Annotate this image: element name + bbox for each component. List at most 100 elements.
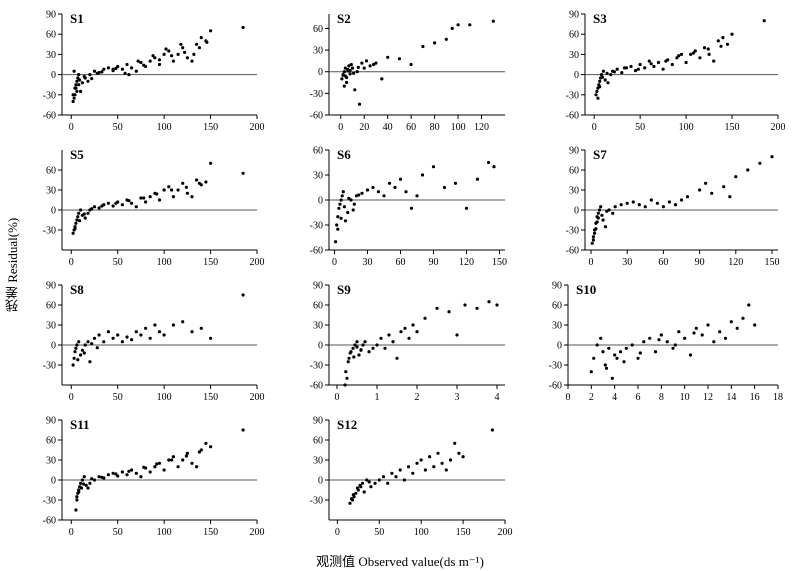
data-point <box>591 235 596 239</box>
data-point <box>181 46 185 50</box>
data-point <box>342 84 346 88</box>
y-tick-label: 30 <box>569 50 579 61</box>
data-point <box>457 451 461 455</box>
data-point <box>343 383 347 387</box>
data-point <box>350 497 354 501</box>
data-point <box>597 208 602 212</box>
data-point <box>142 465 146 469</box>
data-point <box>360 481 365 485</box>
data-point <box>402 478 406 482</box>
data-point <box>82 75 86 79</box>
data-point <box>365 478 369 482</box>
data-point <box>80 348 84 352</box>
y-tick-label: 60 <box>313 146 323 157</box>
panel-title: S12 <box>337 417 357 432</box>
data-point <box>170 458 174 462</box>
data-point <box>197 181 201 185</box>
data-point <box>746 168 750 172</box>
data-point <box>351 208 355 212</box>
data-point <box>97 206 101 210</box>
data-point <box>387 333 391 337</box>
data-point <box>622 66 627 70</box>
y-tick-label: -30 <box>310 89 323 100</box>
data-point <box>368 64 372 68</box>
y-tick-label: 60 <box>46 436 56 447</box>
data-point <box>607 208 611 212</box>
data-point <box>611 211 615 215</box>
data-point <box>349 62 353 67</box>
x-tick-label: 0 <box>69 392 74 403</box>
y-tick-label: -30 <box>310 361 323 372</box>
y-tick-label: 60 <box>313 301 323 312</box>
data-point <box>415 194 419 198</box>
y-tick-label: -30 <box>43 226 56 237</box>
data-point <box>190 330 194 334</box>
panel-s1: -60 -30 0 30 60 90 0 50 100 150 200 S1 <box>43 10 265 134</box>
y-tick-label: 30 <box>552 321 562 332</box>
data-point <box>367 480 371 484</box>
x-tick-label: 4 <box>612 392 617 403</box>
data-point <box>353 343 357 347</box>
data-point <box>601 69 606 73</box>
x-tick-label: 8 <box>659 392 664 403</box>
data-point <box>162 333 166 337</box>
x-tick-label: 120 <box>728 257 743 268</box>
data-point <box>382 194 386 198</box>
data-point <box>371 346 375 350</box>
data-point <box>435 306 439 310</box>
data-point <box>130 201 134 205</box>
data-point <box>75 89 79 93</box>
data-point <box>398 177 403 181</box>
data-point <box>204 180 208 184</box>
data-point <box>677 330 681 334</box>
data-point <box>72 69 76 73</box>
data-point <box>599 73 604 77</box>
x-tick-label: 50 <box>635 122 645 133</box>
data-point <box>692 331 696 335</box>
data-point <box>407 336 411 340</box>
data-point <box>475 306 479 310</box>
data-point <box>79 353 83 357</box>
y-tick-label: -30 <box>310 496 323 507</box>
data-point <box>688 353 693 357</box>
x-tick-label: 50 <box>113 527 123 538</box>
data-point <box>622 360 626 364</box>
data-point <box>691 51 696 55</box>
data-point <box>360 61 364 65</box>
panel-s10: -60 -30 0 30 60 90 0 2 4 6 8 10 12 14 16 18 S10 <box>549 281 783 404</box>
data-point <box>75 498 79 502</box>
data-point <box>199 448 203 452</box>
data-point <box>716 39 720 43</box>
data-point <box>601 218 605 222</box>
data-point <box>656 60 661 65</box>
data-point <box>600 213 604 217</box>
data-point <box>130 66 134 70</box>
data-point <box>719 44 723 48</box>
data-point <box>151 54 155 58</box>
data-point <box>453 181 458 185</box>
y-tick-label: 60 <box>313 24 323 35</box>
data-point <box>354 491 358 495</box>
data-point <box>176 188 180 192</box>
data-point <box>125 473 129 477</box>
y-tick-label: 30 <box>46 321 56 332</box>
data-point <box>353 88 357 92</box>
data-point <box>609 73 613 77</box>
data-point <box>106 201 110 205</box>
data-point <box>409 62 413 67</box>
data-point <box>461 455 465 459</box>
data-point <box>661 67 665 71</box>
data-point <box>725 42 730 46</box>
data-point <box>80 478 84 482</box>
data-point <box>419 458 423 462</box>
data-point <box>185 451 189 455</box>
data-point <box>610 376 614 380</box>
data-point <box>629 64 633 69</box>
data-point <box>197 450 201 454</box>
data-point <box>379 336 383 340</box>
data-point <box>700 333 704 337</box>
data-point <box>655 201 660 205</box>
data-point <box>170 188 174 192</box>
data-point <box>612 70 617 74</box>
x-tick-label: 2 <box>589 392 594 403</box>
